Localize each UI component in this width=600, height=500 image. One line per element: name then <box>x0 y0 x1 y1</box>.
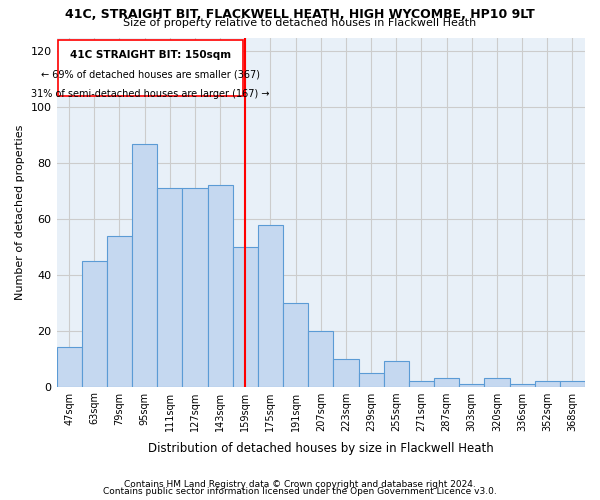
Bar <box>334 358 359 386</box>
Bar <box>132 144 157 386</box>
Bar <box>107 236 132 386</box>
Bar <box>383 362 409 386</box>
Text: Contains public sector information licensed under the Open Government Licence v3: Contains public sector information licen… <box>103 488 497 496</box>
Bar <box>157 188 182 386</box>
Bar <box>434 378 459 386</box>
Bar <box>233 247 258 386</box>
Bar <box>459 384 484 386</box>
Text: 41C, STRAIGHT BIT, FLACKWELL HEATH, HIGH WYCOMBE, HP10 9LT: 41C, STRAIGHT BIT, FLACKWELL HEATH, HIGH… <box>65 8 535 20</box>
Bar <box>283 303 308 386</box>
Text: 41C STRAIGHT BIT: 150sqm: 41C STRAIGHT BIT: 150sqm <box>70 50 231 60</box>
Text: Size of property relative to detached houses in Flackwell Heath: Size of property relative to detached ho… <box>124 18 476 28</box>
Bar <box>359 372 383 386</box>
Bar <box>56 348 82 387</box>
Bar <box>258 224 283 386</box>
Bar <box>509 384 535 386</box>
Bar <box>308 330 334 386</box>
Y-axis label: Number of detached properties: Number of detached properties <box>15 124 25 300</box>
Text: 31% of semi-detached houses are larger (167) →: 31% of semi-detached houses are larger (… <box>31 89 270 99</box>
Bar <box>535 381 560 386</box>
Bar <box>208 186 233 386</box>
Bar <box>409 381 434 386</box>
Bar <box>182 188 208 386</box>
Text: ← 69% of detached houses are smaller (367): ← 69% of detached houses are smaller (36… <box>41 70 260 80</box>
Bar <box>560 381 585 386</box>
Text: Contains HM Land Registry data © Crown copyright and database right 2024.: Contains HM Land Registry data © Crown c… <box>124 480 476 489</box>
Bar <box>82 261 107 386</box>
Bar <box>484 378 509 386</box>
X-axis label: Distribution of detached houses by size in Flackwell Heath: Distribution of detached houses by size … <box>148 442 494 455</box>
FancyBboxPatch shape <box>58 40 243 96</box>
